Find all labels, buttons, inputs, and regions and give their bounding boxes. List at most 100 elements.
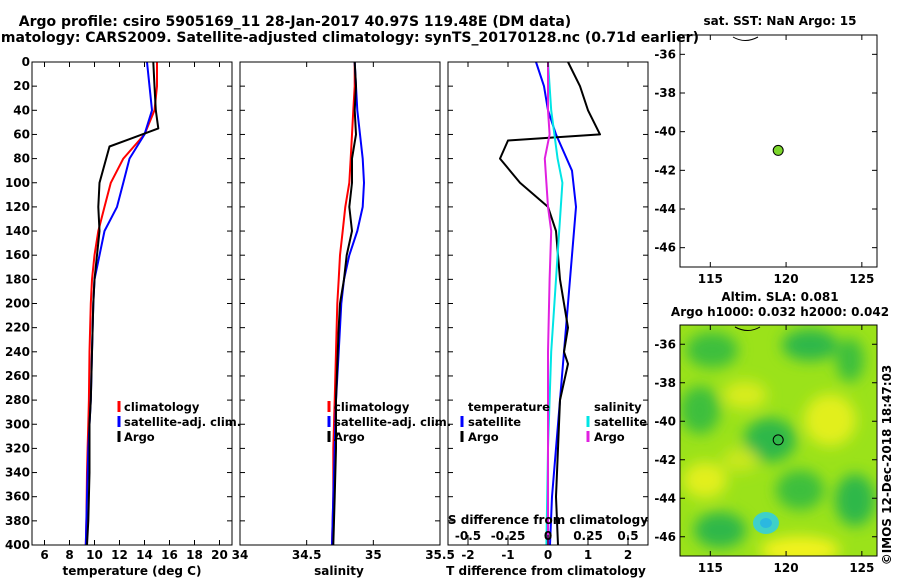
map-x-tick-label: 125: [849, 272, 874, 286]
x-axis-label: temperature (deg C): [63, 564, 202, 578]
temperature-legend: climatology satellite-adj. clim. Argo: [117, 400, 241, 444]
series-line-salinity-satellite: [545, 61, 564, 546]
y-tick-label: 140: [5, 224, 30, 238]
map-x-tick-label: 120: [774, 561, 799, 575]
map-frame: [679, 34, 878, 268]
map-y-tick-label: -38: [654, 86, 676, 100]
series-line-climatology: [84, 62, 158, 546]
map-y-tick-label: -40: [654, 125, 676, 139]
x-tick-label: -2: [461, 548, 474, 562]
y-tick-label: 100: [5, 176, 30, 190]
legend-title-salinity: salinity: [594, 400, 642, 414]
sla-field: [680, 329, 875, 556]
x-tick-label: 0: [544, 548, 552, 562]
legend-label-climatology: climatology: [124, 400, 200, 414]
title-line-2: Climatology: CARS2009. Satellite-adjuste…: [0, 30, 699, 46]
legend-label-s-satellite: satellite: [594, 415, 647, 429]
sla-blob-cyan-core: [760, 518, 772, 528]
map-y-tick-label: -36: [654, 47, 676, 61]
series-line-temperature-argo: [499, 61, 601, 546]
series-line-argo: [86, 61, 160, 546]
map-x-tick-label: 115: [698, 561, 723, 575]
x2-tick-label: 0: [544, 529, 552, 543]
x2-tick-label: -0.25: [491, 529, 526, 543]
difference-legend: temperature salinity satellite Argo sate…: [460, 400, 647, 444]
y-tick-label: 220: [5, 321, 30, 335]
y-tick-label: 120: [5, 200, 30, 214]
y-tick-label: 40: [13, 103, 30, 117]
x-tick-label: 34: [232, 548, 249, 562]
legend-label-climatology: climatology: [334, 400, 410, 414]
map-y-tick-label: -40: [654, 414, 676, 428]
series-line-salinity-argo: [543, 62, 553, 545]
argo-position-marker: [772, 144, 784, 156]
y-tick-label: 20: [13, 79, 30, 93]
x2-tick-label: -0.5: [455, 529, 481, 543]
map-y-tick-label: -44: [654, 491, 676, 505]
x-tick-label: 10: [86, 548, 103, 562]
sst-map-title: sat. SST: NaN Argo: 15: [703, 14, 856, 28]
y-tick-label: 200: [5, 297, 30, 311]
legend-label-satellite: satellite-adj. clim.: [334, 415, 451, 429]
x-tick-label: 12: [111, 548, 128, 562]
y-tick-label: 80: [13, 152, 30, 166]
y-tick-label: 280: [5, 393, 30, 407]
legend-label-argo: Argo: [334, 430, 365, 444]
legend-label-s-argo: Argo: [594, 430, 625, 444]
y-tick-label: 160: [5, 248, 30, 262]
map-y-tick-label: -46: [654, 241, 676, 255]
y-tick-label: 0: [22, 55, 30, 69]
y-tick-label: 180: [5, 272, 30, 286]
credit-stamp: ©IMOS 12-Dec-2018 18:47:03: [880, 365, 894, 566]
map-y-tick-label: -42: [654, 453, 676, 467]
plot-frame: [31, 61, 233, 546]
x-tick-label: 18: [186, 548, 203, 562]
x-tick-label: 20: [211, 548, 228, 562]
x2-tick-label: 0.5: [617, 529, 638, 543]
x-tick-label: -1: [501, 548, 514, 562]
x-tick-label: 35: [365, 548, 382, 562]
title-line-1: Argo profile: csiro 5905169_11 28-Jan-20…: [19, 14, 571, 30]
x-tick-label: 2: [624, 548, 632, 562]
x-tick-label: 1: [584, 548, 592, 562]
series-line-climatology: [331, 62, 356, 546]
sla-map-title-2: Argo h1000: 0.032 h2000: 0.042: [671, 305, 889, 319]
series-line-temperature-satellite: [535, 61, 577, 546]
x-axis-label: salinity: [314, 564, 364, 578]
sst-map-panel: 115 120 125 -36 -38 -40 -42 -44 -46: [654, 34, 878, 286]
legend-title-temperature: temperature: [468, 400, 550, 414]
map-frame: [679, 324, 878, 557]
map-x-tick-label: 120: [774, 272, 799, 286]
legend-label-t-argo: Argo: [468, 430, 499, 444]
y-tick-label: 360: [5, 490, 30, 504]
legend-label-t-satellite: satellite: [468, 415, 521, 429]
salinity-legend: climatology satellite-adj. clim. Argo: [327, 400, 451, 444]
sla-map-panel: 115 120 125 -36 -38 -40 -42 -44 -46: [654, 324, 878, 575]
argo-position-marker: [772, 434, 784, 446]
y-tick-label: 380: [5, 514, 30, 528]
y-tick-label: 260: [5, 369, 30, 383]
map-y-tick-label: -42: [654, 163, 676, 177]
y-tick-label: 60: [13, 127, 30, 141]
y-tick-label: 240: [5, 345, 30, 359]
series-line-argo: [332, 61, 357, 546]
y-tick-label: 340: [5, 466, 30, 480]
sla-map-title-1: Altim. SLA: 0.081: [721, 290, 838, 304]
salinity-panel: 34 34.5 35 35.5 salinity: [232, 61, 455, 578]
x-tick-label: 35.5: [425, 548, 455, 562]
map-x-tick-label: 125: [849, 561, 874, 575]
legend-label-argo: Argo: [124, 430, 155, 444]
map-y-tick-label: -44: [654, 202, 676, 216]
x-tick-label: 8: [65, 548, 73, 562]
x-tick-label: 14: [136, 548, 153, 562]
map-y-tick-label: -46: [654, 530, 676, 544]
legend-label-satellite: satellite-adj. clim.: [124, 415, 241, 429]
x-tick-label: 6: [40, 548, 48, 562]
y-tick-label: 300: [5, 417, 30, 431]
x2-tick-label: 0.25: [573, 529, 603, 543]
map-y-tick-label: -38: [654, 376, 676, 390]
x2-axis-label: S difference from climatology: [448, 513, 648, 527]
map-y-tick-label: -36: [654, 337, 676, 351]
sla-heatmap: [680, 325, 877, 556]
